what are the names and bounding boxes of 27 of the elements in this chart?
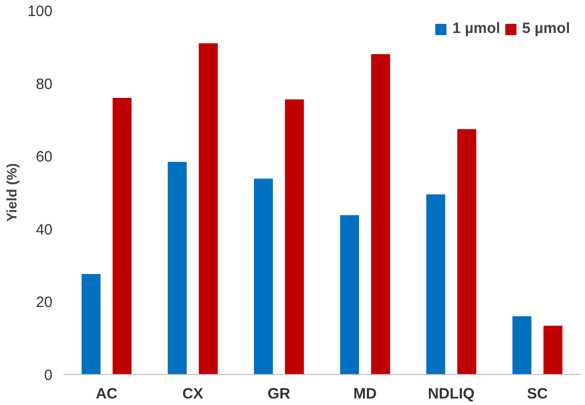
x-tick-label: AC [96, 386, 118, 402]
bar [168, 162, 187, 374]
bar [284, 99, 304, 374]
y-axis-title: Yield (%) [3, 163, 20, 222]
legend-label: 5 µmol [522, 20, 570, 37]
y-tick-label: 60 [36, 148, 53, 166]
bar [543, 326, 562, 374]
x-tick-label: MD [353, 386, 377, 402]
bar [254, 178, 273, 374]
x-tick-label: CX [182, 386, 204, 402]
bar [198, 43, 218, 374]
bar [426, 194, 446, 374]
y-tick-label: 40 [36, 221, 53, 238]
y-tick-label: 100 [27, 3, 53, 20]
x-tick-label: GR [268, 386, 290, 402]
bar [457, 129, 476, 374]
x-tick-label: SC [527, 386, 548, 402]
y-tick-label: 80 [36, 76, 53, 93]
bar [112, 98, 132, 374]
bar [82, 274, 101, 374]
bar [512, 316, 532, 374]
bar [371, 54, 390, 374]
bar [340, 215, 360, 374]
y-tick-label: 0 [44, 367, 52, 384]
legend-label: 1 µmol [452, 20, 500, 37]
x-tick-label: NDLIQ [428, 386, 475, 402]
y-tick-label: 20 [36, 294, 53, 312]
